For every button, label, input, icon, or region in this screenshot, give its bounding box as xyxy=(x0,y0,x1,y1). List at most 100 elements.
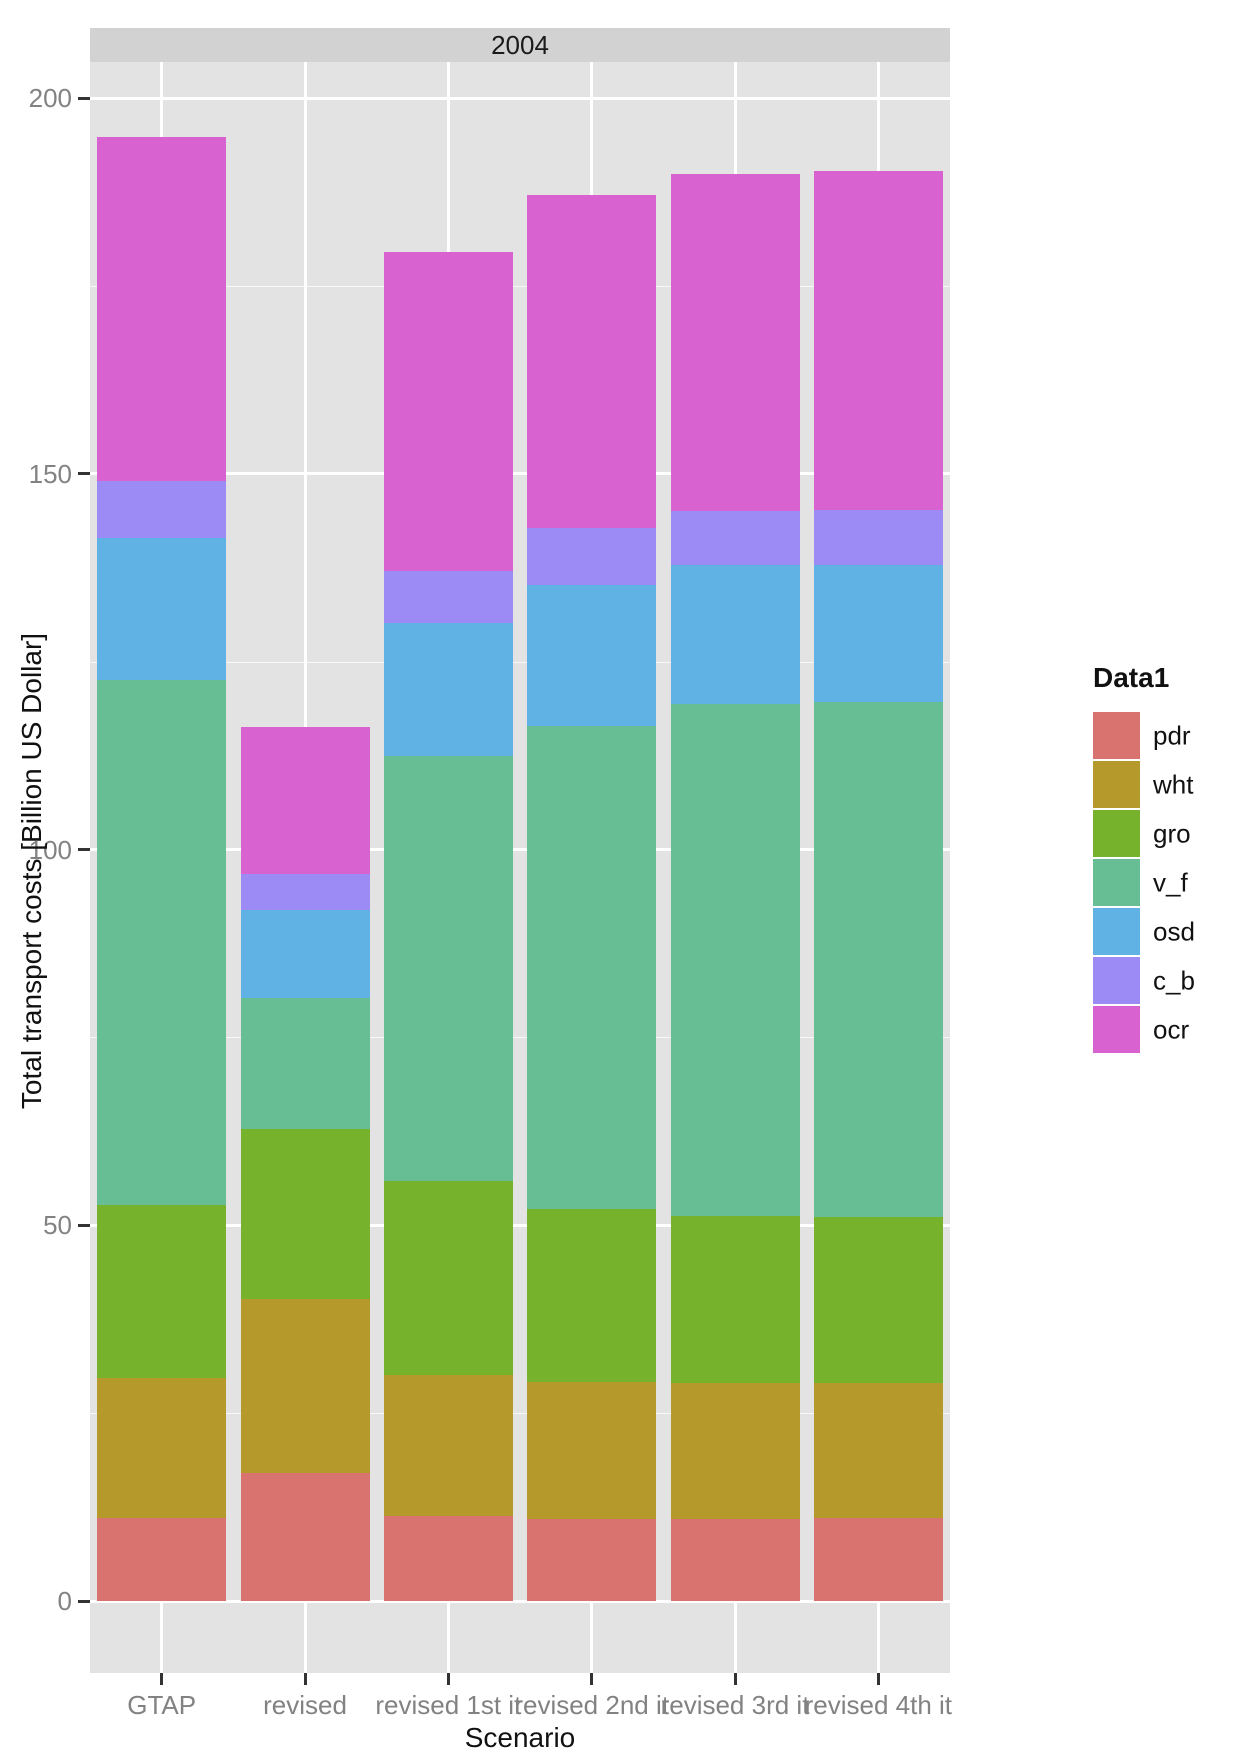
bar-segment-pdr xyxy=(670,1519,800,1601)
bar-segment-gro xyxy=(527,1209,657,1383)
legend-item-v_f: v_f xyxy=(1093,859,1188,906)
x-tick-mark xyxy=(160,1673,164,1685)
bar-segment-wht xyxy=(97,1377,227,1519)
legend-item-pdr: pdr xyxy=(1093,712,1191,759)
x-tick-label: revised 4th it xyxy=(804,1690,953,1720)
x-tick-mark xyxy=(590,1673,594,1685)
x-tick-mark xyxy=(446,1673,450,1685)
bar-segment-c_b xyxy=(670,510,800,566)
bar-segment-ocr xyxy=(527,195,657,528)
y-tick-mark xyxy=(78,472,90,476)
bar-segment-wht xyxy=(527,1382,657,1520)
legend-label: wht xyxy=(1153,769,1194,799)
x-axis-title: Scenario xyxy=(464,1722,576,1752)
y-tick-mark xyxy=(78,96,90,100)
y-tick-label: 150 xyxy=(28,458,72,489)
bar-segment-osd xyxy=(813,564,943,703)
bar-segment-v_f xyxy=(97,679,227,1205)
bar-segment-gro xyxy=(97,1204,227,1378)
bar-segment-v_f xyxy=(240,998,370,1130)
major-gridline xyxy=(90,96,950,100)
legend-label: ocr xyxy=(1153,1014,1190,1044)
legend-label: gro xyxy=(1153,818,1191,848)
legend-item-wht: wht xyxy=(1093,761,1193,808)
bar-segment-wht xyxy=(670,1383,800,1520)
y-tick-label: 200 xyxy=(28,83,72,113)
bar-segment-osd xyxy=(97,537,227,680)
bar-segment-gro xyxy=(383,1180,513,1375)
legend-label: c_b xyxy=(1153,965,1195,995)
bar-segment-gro xyxy=(813,1217,943,1384)
bar-segment-ocr xyxy=(670,173,800,511)
y-tick-mark xyxy=(78,848,90,851)
legend-label: osd xyxy=(1153,916,1195,946)
bar-segment-v_f xyxy=(670,704,800,1217)
minor-gridline xyxy=(90,285,950,287)
bar-segment-c_b xyxy=(813,509,943,565)
bar-segment-osd xyxy=(527,585,657,726)
bar-segment-pdr xyxy=(97,1518,227,1601)
major-gridline xyxy=(90,1223,950,1227)
legend-label: pdr xyxy=(1153,720,1191,750)
legend-label: v_f xyxy=(1153,867,1188,897)
bar-segment-v_f xyxy=(383,756,513,1181)
major-gridline xyxy=(90,848,950,851)
bar-segment-osd xyxy=(240,909,370,999)
stacked-bar-revised-2nd-it xyxy=(527,195,657,1601)
minor-gridline xyxy=(90,1413,950,1415)
x-tick-mark xyxy=(876,1673,880,1685)
legend-key-swatch xyxy=(1093,810,1140,857)
x-tick-label: revised 2nd it xyxy=(514,1690,669,1720)
legend-key-swatch xyxy=(1093,1006,1140,1053)
stacked-bar-revised-4th-it xyxy=(813,170,943,1601)
bar-segment-c_b xyxy=(527,527,657,586)
bar-segment-ocr xyxy=(383,252,513,571)
legend-key-swatch xyxy=(1093,859,1140,906)
legend-item-c_b: c_b xyxy=(1093,957,1195,1004)
legend-item-gro: gro xyxy=(1093,810,1191,857)
major-gridline xyxy=(90,472,950,476)
major-gridline xyxy=(90,1599,950,1603)
x-tick-label: revised xyxy=(263,1690,347,1720)
legend-key-swatch xyxy=(1093,761,1140,808)
bar-segment-gro xyxy=(670,1216,800,1384)
bar-segment-c_b xyxy=(240,873,370,910)
bar-segment-pdr xyxy=(813,1518,943,1601)
x-tick-mark xyxy=(303,1673,307,1685)
legend-key-swatch xyxy=(1093,712,1140,759)
stacked-bar-revised-1st-it xyxy=(383,252,513,1601)
x-tick-label: GTAP xyxy=(127,1690,197,1720)
bar-segment-gro xyxy=(240,1129,370,1299)
y-tick-mark xyxy=(78,1223,90,1227)
legend-title: Data1 xyxy=(1093,662,1170,693)
x-tick-mark xyxy=(733,1673,737,1685)
bar-segment-pdr xyxy=(383,1516,513,1601)
y-tick-label: 0 xyxy=(57,1586,72,1616)
stacked-bar-GTAP xyxy=(97,137,227,1601)
bar-segment-osd xyxy=(670,565,800,705)
minor-gridline xyxy=(90,1037,950,1039)
bar-segment-wht xyxy=(383,1374,513,1517)
y-tick-label: 100 xyxy=(28,834,72,865)
plot-panel xyxy=(90,62,950,1673)
bar-segment-pdr xyxy=(527,1519,657,1601)
bar-segment-osd xyxy=(383,622,513,757)
facet-strip-label: 2004 xyxy=(491,29,549,60)
x-tick-label: revised 3rd it xyxy=(660,1690,810,1720)
bar-segment-ocr xyxy=(813,170,943,510)
bar-segment-c_b xyxy=(383,570,513,623)
y-tick-mark xyxy=(78,1599,90,1603)
bar-segment-wht xyxy=(813,1383,943,1519)
stacked-bar-revised xyxy=(240,727,370,1601)
legend-key-swatch xyxy=(1093,957,1140,1004)
bar-segment-pdr xyxy=(240,1472,370,1601)
stacked-bar-revised-3rd-it xyxy=(670,173,800,1601)
bar-segment-v_f xyxy=(813,702,943,1217)
bar-segment-ocr xyxy=(97,137,227,482)
bar-segment-v_f xyxy=(527,725,657,1210)
y-axis-title: Total transport costs [Billion US Dollar… xyxy=(16,632,47,1110)
x-tick-label: revised 1st it xyxy=(375,1690,522,1720)
minor-gridline xyxy=(90,661,950,663)
